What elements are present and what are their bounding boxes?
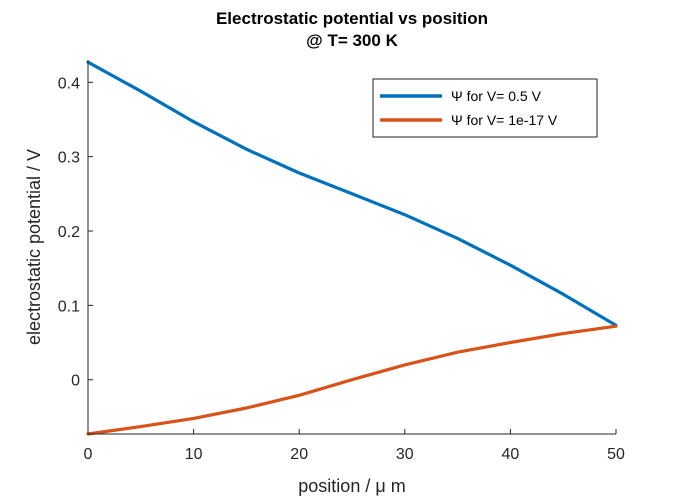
y-tick-label: 0.4 [58,75,80,92]
ticks-layer: 0 10 20 30 40 50 0 0.1 0.2 0.3 0.4 [58,75,625,463]
y-tick-label: 0 [71,373,80,390]
axis-layer [87,60,616,435]
x-axis-label: position / μ m [298,476,405,496]
legend-label-series-1: Ψ for V= 0.5 V [451,88,542,104]
chart-subtitle: @ T= 300 K [306,31,398,50]
series-line-2 [86,324,618,436]
legend-label-series-2: Ψ for V= 1e-17 V [451,112,558,128]
y-tick-label: 0.3 [58,150,80,167]
x-tick-label: 30 [396,446,414,463]
y-axis-label: electrostatic potential / V [24,149,44,345]
legend-box [372,78,598,138]
x-tick-label: 50 [607,446,625,463]
series-line-1 [86,60,618,327]
series-layer [86,60,618,436]
legend: Ψ for V= 0.5 V Ψ for V= 1e-17 V [372,78,598,138]
x-tick-label: 10 [185,446,203,463]
y-tick-label: 0.1 [58,298,80,315]
y-tick-label: 0.2 [58,224,80,241]
x-tick-label: 20 [290,446,308,463]
x-tick-label: 40 [502,446,520,463]
chart-title: Electrostatic potential vs position [216,9,488,28]
x-tick-label: 0 [84,446,93,463]
